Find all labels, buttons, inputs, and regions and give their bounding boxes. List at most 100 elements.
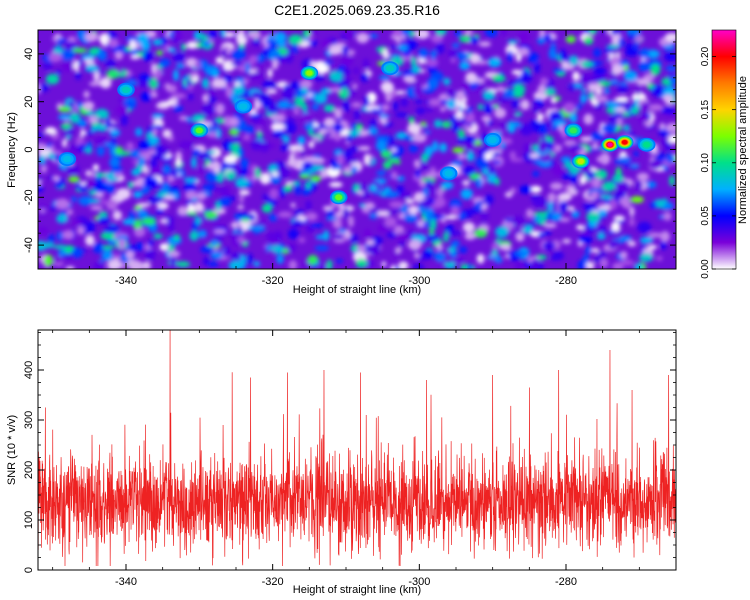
heatmap-cell: [288, 34, 304, 45]
heatmap-cell: [210, 251, 223, 260]
heatmap-cell: [552, 165, 564, 176]
heatmap-cell: [451, 240, 460, 247]
heatmap-cell: [187, 93, 195, 101]
heatmap-cell: [425, 107, 434, 112]
heatmap-cell: [517, 47, 529, 57]
heatmap-cell: [161, 181, 171, 193]
heatmap-cell: [608, 199, 618, 210]
heatmap-cell: [168, 220, 175, 233]
heatmap-cell: [378, 114, 391, 119]
heatmap-cell: [532, 102, 539, 114]
heatmap-cell: [147, 195, 163, 204]
heatmap-cell: [300, 113, 315, 122]
heatmap-cell: [159, 58, 171, 67]
heatmap-cell: [574, 184, 580, 192]
heatmap-cell: [476, 253, 485, 264]
heatmap-cell: [622, 124, 630, 132]
heatmap-cell: [443, 231, 449, 243]
heatmap-cell: [348, 146, 359, 153]
heatmap-cell: [292, 43, 299, 54]
heatmap-cell: [464, 232, 476, 240]
heatmap-cell: [39, 208, 46, 213]
heatmap-cell: [253, 261, 260, 267]
heatmap-cell: [549, 182, 564, 191]
heatmap-cell: [251, 225, 266, 232]
heatmap-cell: [55, 69, 62, 75]
heatmap-cell: [665, 122, 676, 133]
heatmap-cell: [173, 104, 184, 113]
heatmap-cell: [186, 41, 198, 50]
heatmap-cell: [142, 164, 149, 175]
heatmap-cell: [640, 101, 652, 112]
heatmap-cell: [514, 111, 523, 117]
heatmap-cell: [97, 217, 110, 225]
heatmap-cell: [639, 48, 650, 61]
heatmap-cell: [149, 77, 158, 89]
heatmap-cell: [569, 112, 578, 124]
heatmap-cell: [58, 114, 73, 121]
heatmap-cell: [212, 126, 218, 131]
heatmap-cell: [148, 239, 153, 248]
heatmap-cell: [417, 219, 425, 228]
heatmap-cell: [340, 87, 349, 100]
heatmap-cell: [519, 185, 532, 194]
heatmap-cell: [569, 55, 579, 67]
heatmap-cell: [484, 30, 498, 38]
heatmap-cell: [624, 43, 634, 50]
heatmap-cell: [458, 118, 466, 123]
heatmap-cell: [134, 227, 146, 238]
heatmap-cell: [94, 108, 109, 120]
heatmap-cell: [475, 177, 483, 189]
heatmap-cell: [511, 99, 520, 109]
heatmap-cell: [630, 196, 644, 204]
snr-y-tick-label: 300: [23, 411, 35, 429]
heatmap-cell: [543, 223, 557, 228]
heatmap-cell: [576, 224, 585, 230]
heatmap-cell: [80, 129, 86, 137]
heatmap-cell: [155, 208, 165, 214]
heatmap-cell: [343, 30, 356, 39]
heatmap-y-axis-label: Frequency (Hz): [6, 112, 18, 188]
heatmap-cell: [132, 219, 144, 231]
heatmap-cell: [579, 175, 587, 186]
heatmap-cell: [93, 242, 103, 254]
heatmap-cell: [415, 169, 421, 179]
heatmap-cell: [379, 75, 391, 81]
heatmap-cell: [267, 68, 273, 79]
heatmap-cell: [107, 38, 119, 48]
heatmap-cell: [177, 205, 188, 216]
heatmap-cell: [126, 249, 134, 260]
heatmap-cell: [48, 234, 55, 243]
heatmap-cell: [616, 117, 623, 126]
heatmap-cell: [201, 214, 207, 223]
heatmap-cell: [661, 107, 676, 114]
heatmap-cell: [664, 32, 676, 42]
heatmap-cell: [663, 86, 676, 96]
heatmap-cell: [468, 208, 481, 214]
heatmap-cell: [215, 103, 225, 115]
heatmap-cell: [665, 65, 676, 72]
heatmap-cell: [300, 87, 309, 94]
heatmap-cell: [501, 222, 514, 227]
heatmap-cell: [395, 159, 401, 165]
heatmap-cell: [408, 116, 415, 126]
heatmap-cell: [81, 54, 96, 61]
heatmap-cell: [450, 58, 456, 63]
heatmap-cell: [533, 160, 546, 165]
heatmap-cell: [527, 52, 539, 64]
heatmap-cell: [94, 137, 109, 145]
heatmap-cell: [497, 97, 512, 102]
heatmap-cell: [324, 132, 332, 137]
heatmap-cell: [323, 230, 330, 242]
heatmap-cell: [126, 141, 134, 151]
heatmap-cell: [596, 221, 602, 233]
heatmap-cell: [206, 162, 221, 170]
heatmap-cell: [585, 245, 592, 255]
heatmap-cell: [456, 90, 465, 102]
heatmap-cell: [271, 59, 279, 70]
heatmap-cell: [48, 53, 62, 63]
snr-y-ticks: 0 100 200 300 400: [23, 332, 676, 573]
heatmap-cell: [333, 130, 342, 142]
heatmap-cell: [481, 115, 492, 122]
heatmap-cell: [578, 235, 593, 244]
